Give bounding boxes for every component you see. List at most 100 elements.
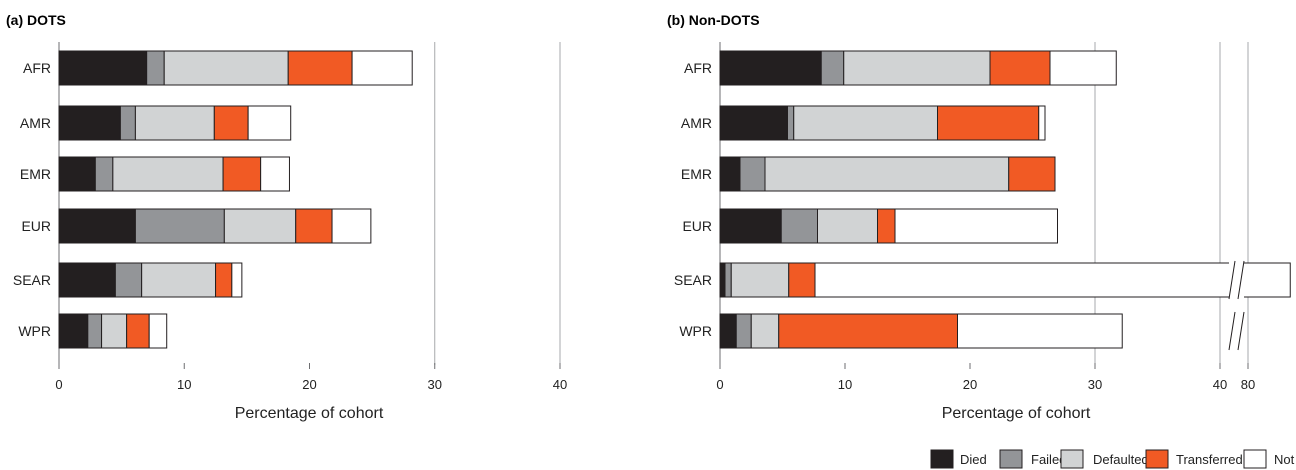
bar-segment-defaulted: [141, 262, 217, 298]
bar-segment-not-evaluated: [148, 313, 168, 349]
bar-segment-defaulted: [793, 105, 938, 141]
panel-title: (a) DOTS: [6, 12, 66, 28]
legend-item: Transferred: [1145, 449, 1243, 469]
bar-segment-transferred: [126, 313, 150, 349]
bar-segment-not-evaluated: [1038, 105, 1046, 141]
bar-segment-failed: [94, 156, 114, 192]
bar-segment-failed: [787, 105, 795, 141]
category-label: EMR: [681, 166, 712, 182]
legend-item: Not evaluated: [1243, 449, 1296, 469]
bar-segment-defaulted: [134, 105, 215, 141]
category-label: WPR: [679, 323, 712, 339]
x-tick-label: 0: [716, 377, 723, 392]
bar-segment-failed: [146, 50, 165, 86]
category-label: AMR: [20, 115, 51, 131]
legend-label: Defaulted: [1093, 452, 1149, 467]
bar-segment-died: [719, 262, 726, 298]
panel-non-dots: (b) Non-DOTS 0 10 20 30 40 80 Percentage of coh…: [667, 12, 1291, 422]
legend-swatch: [1145, 449, 1169, 469]
category-label: AFR: [23, 60, 51, 76]
bar-segment-died: [58, 156, 96, 192]
legend-swatch: [999, 449, 1023, 469]
bar-segment-failed: [119, 105, 136, 141]
bar-segment-failed: [820, 50, 845, 86]
bar-segment-not-evaluated: [351, 50, 413, 86]
bar-segment-died: [719, 208, 782, 244]
legend-label: Transferred: [1176, 452, 1243, 467]
category-label: EMR: [20, 166, 51, 182]
bar-segment-not-evaluated: [957, 313, 1123, 349]
axis-break-gap: [1229, 261, 1244, 299]
bar-segment-not-evaluated: [894, 208, 1058, 244]
bar-segment-defaulted: [750, 313, 780, 349]
legend-swatch: [1243, 449, 1267, 469]
bar-segment-transferred: [1008, 156, 1056, 192]
bar-segment-transferred: [295, 208, 333, 244]
category-label: WPR: [18, 323, 51, 339]
bar-segment-not-evaluated: [331, 208, 372, 244]
category-label: SEAR: [674, 272, 712, 288]
bar-segment-not-evaluated: [231, 262, 243, 298]
x-tick-label: 20: [963, 377, 977, 392]
legend-label: Not evaluated: [1274, 452, 1296, 467]
bar-segment-transferred: [213, 105, 249, 141]
bar-segment-transferred: [937, 105, 1040, 141]
legend-item: Defaulted: [1060, 449, 1149, 469]
bar-segment-died: [58, 262, 116, 298]
category-label: AMR: [681, 115, 712, 131]
bar-segment-died: [58, 105, 121, 141]
bar-segment-not-evaluated: [260, 156, 290, 192]
bar-segment-failed: [87, 313, 103, 349]
bar-segment-failed: [735, 313, 752, 349]
legend-item: Failed: [999, 449, 1066, 469]
bar-segment-defaulted: [101, 313, 128, 349]
bar-segment-transferred: [788, 262, 816, 298]
axis-break-gap: [1229, 312, 1244, 350]
legend-label: Failed: [1031, 452, 1066, 467]
legend: Died Failed Defaulted Transferred Not evalua…: [930, 449, 1296, 469]
bar-segment-transferred: [287, 50, 353, 86]
x-tick-label: 30: [428, 377, 442, 392]
bar-segment-not-evaluated: [1049, 50, 1117, 86]
bar-segment-failed: [739, 156, 766, 192]
bar-segment-died: [719, 156, 741, 192]
category-label: EUR: [682, 218, 712, 234]
category-label: AFR: [684, 60, 712, 76]
bar-segment-defaulted: [843, 50, 991, 86]
bar-segment-transferred: [215, 262, 233, 298]
bar-segment-transferred: [877, 208, 896, 244]
bar-segment-died: [58, 313, 89, 349]
axis-break-mark: [1237, 311, 1245, 351]
x-tick-label: 30: [1088, 377, 1102, 392]
bar-segment-died: [719, 313, 737, 349]
bar-segment-died: [58, 208, 136, 244]
x-tick-label: 80: [1241, 377, 1255, 392]
bar-segment-transferred: [222, 156, 262, 192]
bar-segment-not-evaluated: [814, 262, 1291, 298]
bar-segment-died: [58, 50, 148, 86]
legend-label: Died: [960, 452, 987, 467]
axis-break-mark: [1228, 311, 1236, 351]
x-tick-label: 10: [177, 377, 191, 392]
bar-segment-defaulted: [764, 156, 1010, 192]
bar-segment-failed: [134, 208, 225, 244]
axis-break-mark: [1237, 260, 1245, 300]
bar-segment-not-evaluated: [247, 105, 292, 141]
x-tick-label: 0: [55, 377, 62, 392]
bar-segment-defaulted: [163, 50, 289, 86]
bar-segment-failed: [780, 208, 818, 244]
bar-segment-transferred: [778, 313, 958, 349]
x-tick-label: 40: [1213, 377, 1227, 392]
bar-segment-died: [719, 50, 822, 86]
bar-segment-failed: [724, 262, 732, 298]
bar-segment-defaulted: [730, 262, 790, 298]
panel-dots: (a) DOTS 0 10 20 30 40 Percentage of cohort AFR…: [6, 12, 567, 422]
category-label: EUR: [21, 218, 51, 234]
category-label: SEAR: [13, 272, 51, 288]
x-tick-label: 10: [838, 377, 852, 392]
bar-segment-defaulted: [112, 156, 224, 192]
panel-title: (b) Non-DOTS: [667, 12, 760, 28]
bar-segment-died: [719, 105, 788, 141]
x-tick-label: 40: [553, 377, 567, 392]
